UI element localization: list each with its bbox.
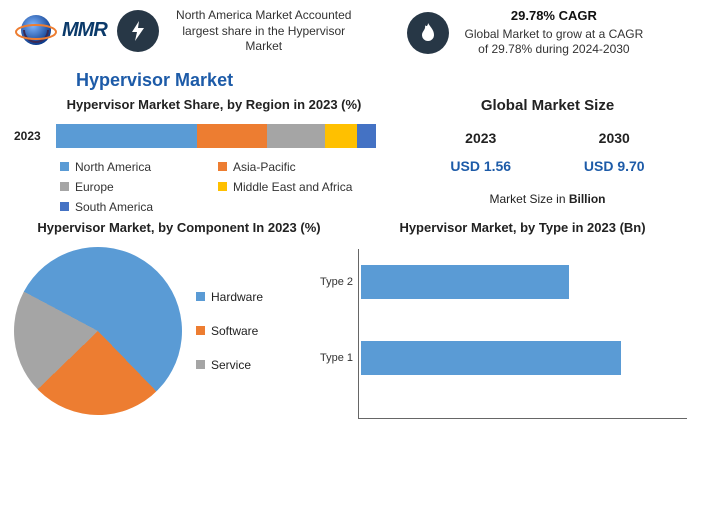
legend-item: Asia-Pacific <box>218 160 358 174</box>
legend-swatch <box>60 182 69 191</box>
region-row-label: 2023 <box>14 129 48 143</box>
header-row: MMR North America Market Accounted large… <box>0 0 701 58</box>
region-seg-asia-pacific <box>197 124 267 148</box>
globe-icon <box>14 8 60 52</box>
region-legend: North America Asia-Pacific Europe Middle Ea… <box>60 160 380 214</box>
legend-item: North America <box>60 160 200 174</box>
hbar <box>361 265 569 299</box>
region-stacked-bar <box>56 124 376 148</box>
hbar-label: Type 1 <box>313 352 353 364</box>
gs-year-0: 2023 <box>465 130 496 146</box>
upper-row: Hypervisor Market Share, by Region in 20… <box>0 97 701 214</box>
region-chart: Hypervisor Market Share, by Region in 20… <box>14 97 414 214</box>
logo: MMR <box>14 8 107 52</box>
legend-label: South America <box>75 200 153 214</box>
pie-title: Hypervisor Market, by Component In 2023 … <box>14 220 344 237</box>
header-block-na: North America Market Accounted largest s… <box>117 8 397 55</box>
legend-label: Middle East and Africa <box>233 180 352 194</box>
gs-unit-bold: Billion <box>569 192 606 206</box>
global-size-title: Global Market Size <box>414 97 681 114</box>
page-title: Hypervisor Market <box>76 70 701 91</box>
legend-swatch <box>196 326 205 335</box>
gs-val-0: USD 1.56 <box>450 158 511 174</box>
region-seg-south-america <box>357 124 376 148</box>
global-size-values: USD 1.56 USD 9.70 <box>414 158 681 174</box>
hbar-area: Type 2Type 1 <box>358 249 687 419</box>
global-size-block: Global Market Size 2023 2030 USD 1.56 US… <box>414 97 681 214</box>
pie-wrap: Hardware Software Service <box>14 247 344 415</box>
region-seg-north-america <box>56 124 197 148</box>
pie-legend: Hardware Software Service <box>196 290 263 372</box>
pie-block: Hypervisor Market, by Component In 2023 … <box>14 220 344 419</box>
legend-label: Europe <box>75 180 114 194</box>
legend-swatch <box>196 292 205 301</box>
pie-legend-item: Hardware <box>196 290 263 304</box>
flame-badge <box>407 12 449 54</box>
legend-item: Europe <box>60 180 200 194</box>
pie-legend-item: Service <box>196 358 263 372</box>
hbar-row: Type 2 <box>313 265 687 299</box>
header-cagr-text: 29.78% CAGR Global Market to grow at a C… <box>459 8 649 58</box>
region-stacked-row: 2023 <box>14 124 414 148</box>
header-block-cagr: 29.78% CAGR Global Market to grow at a C… <box>407 8 687 58</box>
hbar-label: Type 2 <box>313 276 353 288</box>
hbar <box>361 341 621 375</box>
region-seg-middle-east-and-africa <box>325 124 357 148</box>
legend-label: North America <box>75 160 151 174</box>
region-seg-europe <box>267 124 325 148</box>
legend-swatch <box>196 360 205 369</box>
legend-label: Software <box>211 324 258 338</box>
legend-swatch <box>60 202 69 211</box>
legend-label: Asia-Pacific <box>233 160 296 174</box>
legend-swatch <box>218 162 227 171</box>
gs-unit-prefix: Market Size in <box>489 192 568 206</box>
legend-label: Service <box>211 358 251 372</box>
hbar-title: Hypervisor Market, by Type in 2023 (Bn) <box>358 220 687 237</box>
gs-val-1: USD 9.70 <box>584 158 645 174</box>
hbar-block: Hypervisor Market, by Type in 2023 (Bn) … <box>358 220 687 419</box>
pie-legend-item: Software <box>196 324 263 338</box>
hbar-row: Type 1 <box>313 341 687 375</box>
cagr-desc: Global Market to grow at a CAGR of 29.78… <box>459 27 649 58</box>
gs-year-1: 2030 <box>599 130 630 146</box>
logo-text: MMR <box>62 19 107 42</box>
header-na-text: North America Market Accounted largest s… <box>169 8 359 55</box>
legend-swatch <box>218 182 227 191</box>
bolt-badge <box>117 10 159 52</box>
lower-row: Hypervisor Market, by Component In 2023 … <box>0 214 701 419</box>
region-chart-title: Hypervisor Market Share, by Region in 20… <box>14 97 414 114</box>
legend-label: Hardware <box>211 290 263 304</box>
legend-item: Middle East and Africa <box>218 180 358 194</box>
global-size-years: 2023 2030 <box>414 130 681 146</box>
bolt-icon <box>128 20 148 42</box>
legend-swatch <box>60 162 69 171</box>
global-size-unit: Market Size in Billion <box>414 192 681 206</box>
pie-chart <box>0 217 212 444</box>
flame-icon <box>419 22 437 44</box>
legend-item: South America <box>60 200 200 214</box>
cagr-title: 29.78% CAGR <box>459 8 649 25</box>
